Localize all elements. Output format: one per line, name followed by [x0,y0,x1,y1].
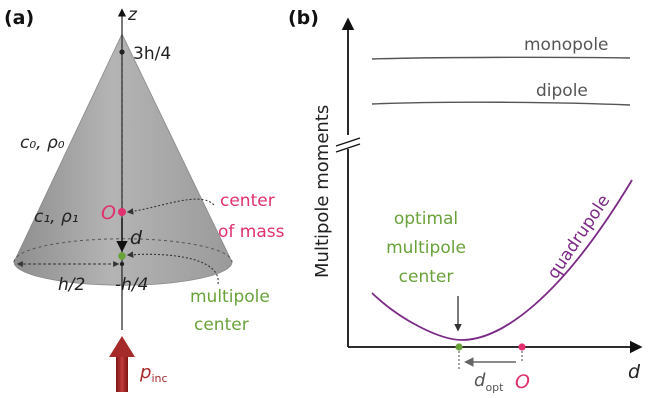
center-of-mass-leader [126,198,215,215]
cone-base-back [13,238,233,263]
d-opt-label: dopt [474,370,504,394]
optimal-label-line3: center [399,267,454,287]
panel-a-label: (a) [4,7,34,29]
optimal-label-line2: multipole [386,238,466,258]
apex-label: 3h/4 [133,44,171,64]
incident-label: pinc [139,362,168,385]
outside-medium-label: c₀, ρ₀ [20,133,65,153]
panel-b: (b) Multipole moments d monopole dipole … [288,7,643,394]
panel-a: (a) z 3h/4 c₀, ρ₀ c₁, ρ₁ O d h/2 -h/4 ce… [4,5,285,392]
panel-b-label: (b) [288,7,319,29]
incident-sub: inc [151,372,167,385]
incident-wave-arrow [109,336,135,392]
optimal-label-line1: optimal [394,209,458,229]
origin-point [518,343,526,351]
z-axis-label: z [127,5,138,25]
multipole-center-label-line1: multipole [190,287,270,307]
y-axis-label: Multipole moments [312,105,333,278]
cone [13,33,233,286]
origin-label-b: O [515,371,530,393]
optimum-point [455,343,463,351]
base-center-point [119,261,125,267]
dipole-label: dipole [536,81,588,101]
axis-break [335,135,361,153]
dipole-curve [371,101,631,106]
inside-medium-label: c₁, ρ₁ [34,207,79,227]
center-of-mass-label-line2: of mass [218,222,285,242]
multipole-center-point [118,252,126,260]
monopole-curve [371,56,631,60]
quadrupole-curve [371,179,633,341]
d-opt-sub: opt [485,381,504,394]
radius-label: h/2 [58,275,85,295]
apex-point [119,49,125,55]
monopole-label: monopole [524,35,609,55]
quadrupole-label: quadrupole [544,191,615,283]
base-offset-label: -h/4 [115,275,148,295]
x-axis-label: d [628,361,641,383]
multipole-center-leader [126,251,219,285]
shift-label: d [130,227,143,249]
origin-label: O [101,202,116,224]
multipole-center-label-line2: center [194,315,249,335]
center-of-mass-point [118,208,126,216]
center-of-mass-label-line1: center [220,191,275,211]
